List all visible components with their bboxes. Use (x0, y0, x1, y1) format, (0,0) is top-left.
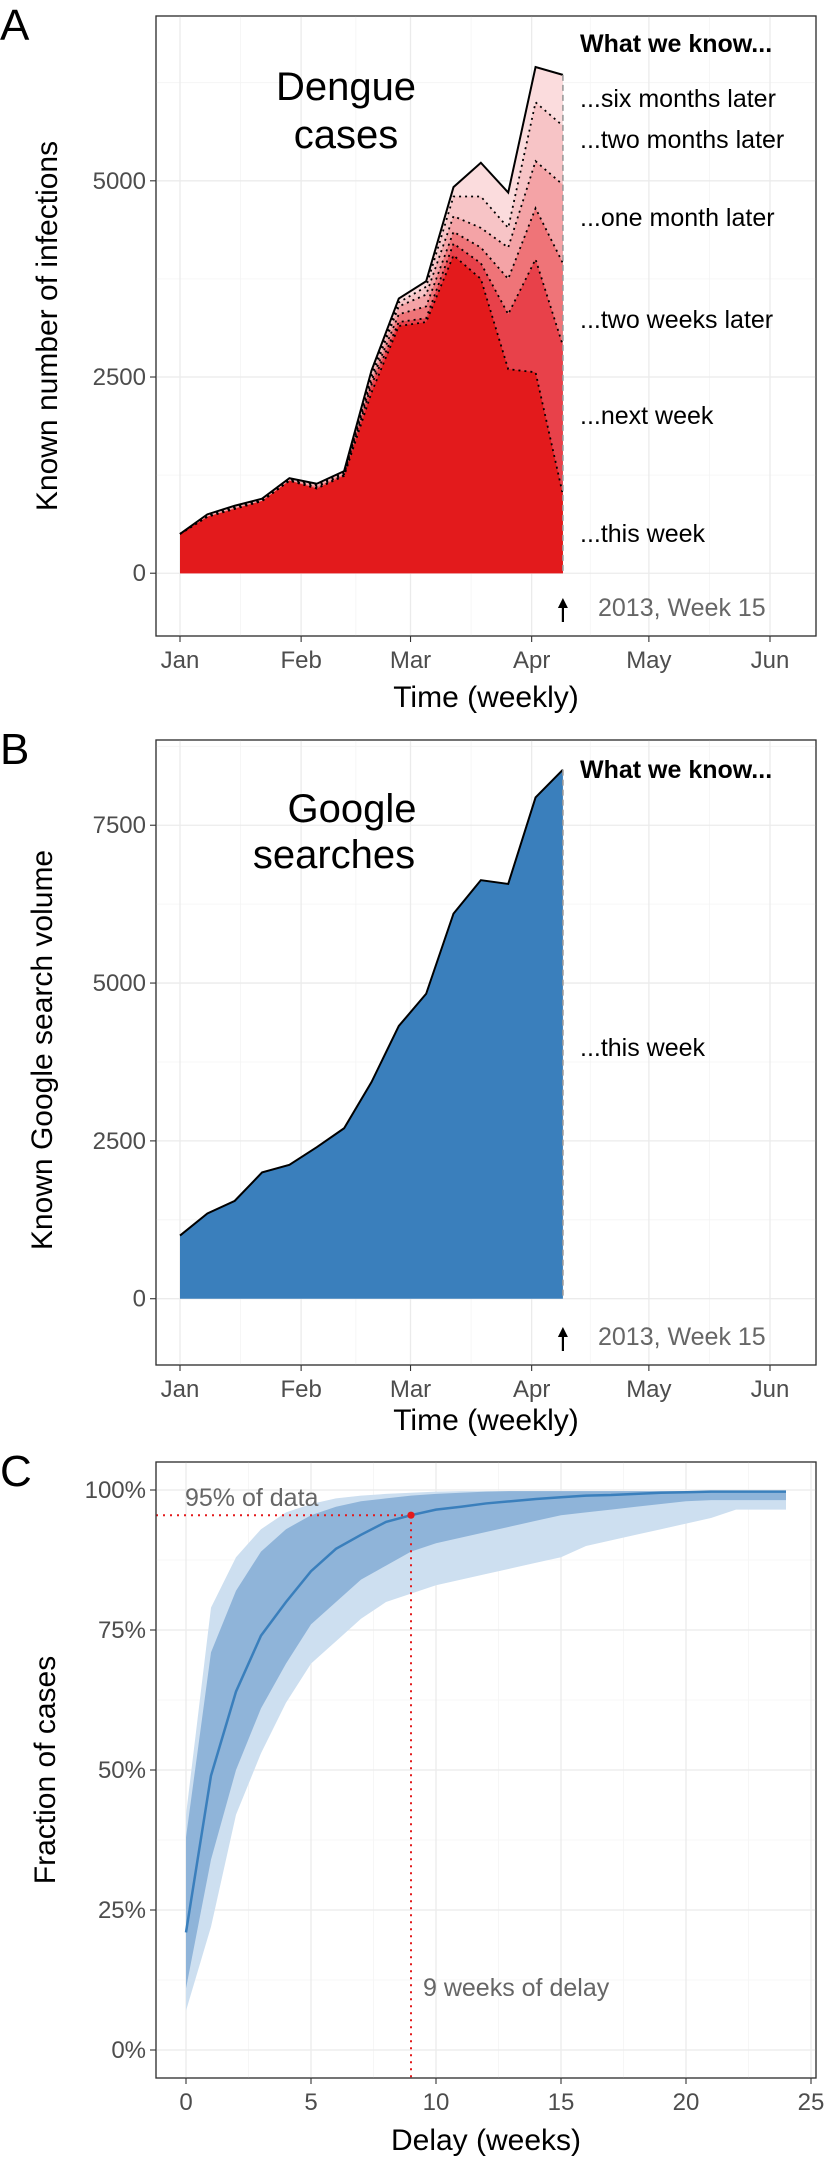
panel-b-know-header: What we know... (580, 756, 772, 784)
marker-point (407, 1511, 415, 1519)
y-tick-label: 2500 (93, 364, 146, 391)
series-label-5: ...six months later (580, 85, 776, 113)
panel-b: B Jan Feb Mar Apr May Jun 0 2500 5000 7500 Google… (0, 725, 817, 1437)
series-label-3: ...one month later (580, 204, 775, 232)
x-tick-label: Feb (280, 1376, 321, 1403)
series-label-1: ...next week (580, 402, 714, 430)
panel-a-border (155, 15, 817, 637)
series-line-2 (179, 206, 564, 535)
x-tick-label: 25 (798, 2089, 825, 2116)
y-tick-label: 7500 (93, 812, 146, 839)
area-series-0 (180, 769, 563, 1299)
y-tick-label: 0 (133, 560, 146, 587)
panel-c-annotations: 95% of data 9 weeks of delay (156, 1484, 610, 2078)
panel-b-x-axis-title: Time (weekly) (393, 1404, 579, 1437)
panel-c-x-axis-title: Delay (weeks) (391, 2124, 581, 2157)
panel-b-current-week-marker: 2013, Week 15 (557, 1323, 766, 1351)
y-tick-label: 25% (98, 1897, 146, 1924)
x-tick-label: 15 (548, 2089, 575, 2116)
median-line (184, 1490, 786, 1933)
panel-c-y-axis-title: Fraction of cases (29, 1656, 62, 1884)
up-arrow-icon (557, 598, 568, 608)
panel-c-bands (184, 1490, 786, 2011)
panel-b-letter: B (0, 725, 29, 774)
panel-b-y-axis-title: Known Google search volume (26, 850, 59, 1250)
panel-a-letter: A (0, 1, 30, 50)
panel-b-border (155, 739, 817, 1366)
x-tick-label: May (626, 1376, 671, 1403)
y-tick-label: 0 (133, 1286, 146, 1313)
series-line-1 (179, 242, 564, 535)
y-tick-label: 2500 (93, 1128, 146, 1155)
panel-a-ticks: Jan Feb Mar Apr May Jun 0 2500 5000 (93, 168, 790, 674)
series-label-0: ...this week (580, 520, 706, 548)
panel-b-boundary-lines (179, 768, 564, 1299)
outer-band (186, 1491, 786, 2011)
panel-b-areas (180, 769, 563, 1299)
current-week-label: 2013, Week 15 (598, 594, 766, 622)
panel-a-areas (180, 67, 563, 574)
panel-b-title-line-1: Google (288, 787, 417, 831)
series-label-4: ...two months later (580, 126, 784, 154)
x-tick-label: Apr (513, 1376, 550, 1403)
panel-a-y-axis-title: Known number of infections (31, 141, 64, 511)
x-tick-label: Apr (513, 647, 550, 674)
x-tick-label: Mar (390, 1376, 431, 1403)
area-series-0 (180, 255, 563, 574)
x-tick-label: 10 (423, 2089, 450, 2116)
x-tick-label: Feb (280, 647, 321, 674)
x-tick-label: 20 (673, 2089, 700, 2116)
panel-a-series-labels: ...this week ...next week ...two weeks lat… (580, 85, 784, 548)
panel-a-current-week-marker: 2013, Week 15 (557, 594, 766, 622)
panel-c: C 95% of data 9 weeks of delay 0 5 10 15 20 25… (0, 1447, 824, 2157)
annotation-fraction: 95% of data (185, 1484, 319, 1512)
y-tick-label: 100% (85, 1477, 146, 1504)
current-week-label: 2013, Week 15 (598, 1323, 766, 1351)
panel-c-ticks: 0 5 10 15 20 25 0% 25% 50% 75% 100% (85, 1477, 825, 2116)
panel-b-series-labels: ...this week (580, 1034, 706, 1062)
panel-a: A Jan Feb Mar Apr May Jun 0 2500 5000 Dengue cas… (0, 1, 817, 714)
panel-b-ticks: Jan Feb Mar Apr May Jun 0 2500 5000 7500 (93, 812, 790, 1403)
panel-a-title-line-2: cases (294, 113, 399, 157)
up-arrow-icon (557, 1327, 568, 1337)
panel-a-know-header: What we know... (580, 30, 772, 58)
x-tick-label: Jan (161, 1376, 200, 1403)
series-line-0 (179, 253, 564, 535)
series-line-3 (179, 159, 564, 535)
x-tick-label: 0 (179, 2089, 192, 2116)
x-tick-label: Jan (161, 647, 200, 674)
y-tick-label: 5000 (93, 168, 146, 195)
x-tick-label: May (626, 647, 671, 674)
y-tick-label: 0% (111, 2037, 146, 2064)
series-label-2: ...two weeks later (580, 306, 773, 334)
series-line-0 (179, 768, 564, 1237)
panel-b-title-line-2: searches (253, 833, 415, 877)
x-tick-label: Jun (751, 647, 790, 674)
x-tick-label: Jun (751, 1376, 790, 1403)
x-tick-label: Mar (390, 647, 431, 674)
panel-c-letter: C (0, 1447, 32, 1496)
y-tick-label: 5000 (93, 970, 146, 997)
y-tick-label: 50% (98, 1757, 146, 1784)
panel-a-title-line-1: Dengue (276, 65, 416, 109)
series-label-0: ...this week (580, 1034, 706, 1062)
series-line-4 (179, 100, 564, 535)
x-tick-label: 5 (304, 2089, 317, 2116)
panel-a-boundary-lines (179, 65, 564, 574)
series-line-5 (179, 65, 564, 535)
y-tick-label: 75% (98, 1617, 146, 1644)
annotation-delay: 9 weeks of delay (423, 1974, 610, 2002)
panel-a-x-axis-title: Time (weekly) (393, 681, 579, 714)
